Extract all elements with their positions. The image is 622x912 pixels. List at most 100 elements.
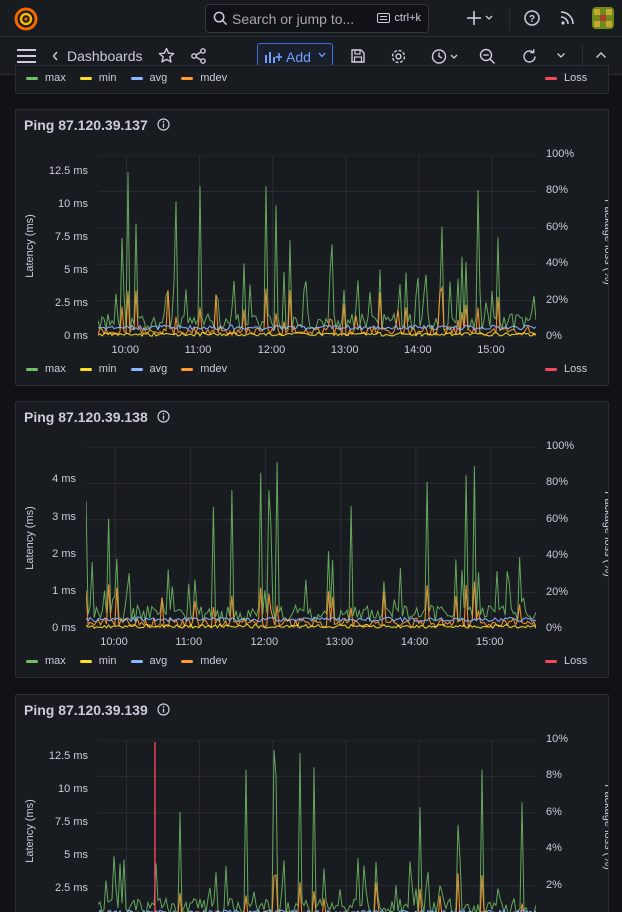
- legend-label-loss: Loss: [564, 655, 588, 667]
- search-placeholder: Search or jump to...: [232, 11, 355, 27]
- legend-item-max[interactable]: max: [26, 72, 66, 84]
- legend-item-loss[interactable]: Loss: [545, 72, 587, 84]
- refresh-icon[interactable]: [521, 48, 538, 65]
- help-icon[interactable]: ?: [523, 8, 541, 28]
- save-icon[interactable]: [350, 48, 366, 64]
- y-tick-label-right: 8%: [546, 769, 562, 782]
- chevron-left-icon: [52, 51, 58, 61]
- x-tick-label: 12:00: [250, 636, 279, 648]
- series-line-max: [98, 749, 536, 912]
- y-tick-label-right: 2%: [546, 878, 562, 891]
- y-tick-label-right: 60%: [546, 220, 569, 233]
- y-tick-label: 7.5 ms: [54, 815, 88, 828]
- legend-label-mdev: mdev: [200, 363, 228, 375]
- y-tick-label: 1 ms: [52, 584, 76, 597]
- info-icon[interactable]: [157, 410, 170, 423]
- legend-label-mdev: mdev: [200, 655, 228, 667]
- panel-title[interactable]: Ping 87.120.39.139: [24, 702, 148, 718]
- y-tick-label-right: 40%: [546, 549, 569, 562]
- legend-swatch: [545, 367, 557, 371]
- legend-item-loss[interactable]: Loss: [545, 363, 587, 375]
- legend-label-loss: Loss: [564, 363, 588, 375]
- svg-text:?: ?: [529, 14, 535, 25]
- y-tick-label: 12.5 ms: [48, 749, 88, 762]
- legend-swatch: [26, 659, 38, 663]
- latency-plot[interactable]: [98, 155, 536, 337]
- y-tick-label-right: 20%: [546, 585, 569, 598]
- legend-right: Loss: [545, 655, 587, 667]
- share-icon[interactable]: [190, 48, 207, 64]
- legend-right: Loss: [545, 363, 587, 375]
- legend-item-avg[interactable]: avg: [130, 655, 167, 667]
- legend-label-mdev: mdev: [200, 72, 228, 84]
- y-axis-label: Latency (ms): [24, 506, 36, 570]
- legend-swatch: [181, 367, 194, 371]
- y-tick-label: 5 ms: [64, 263, 88, 276]
- panel-title[interactable]: Ping 87.120.39.137: [24, 117, 148, 133]
- y-tick-label-right: 100%: [546, 440, 575, 452]
- y-tick-label: 2.5 ms: [54, 881, 88, 894]
- panel-ping-138: Ping 87.120.39.138 Latency (ms) Package lo…: [15, 401, 609, 678]
- y-tick-label: 3 ms: [52, 510, 76, 523]
- legend-label-loss: Loss: [564, 72, 588, 84]
- star-icon[interactable]: [158, 47, 175, 64]
- info-icon[interactable]: [157, 703, 170, 716]
- legend-label-avg: avg: [149, 72, 168, 84]
- legend-swatch: [26, 367, 38, 371]
- legend-item-min[interactable]: min: [79, 72, 117, 84]
- add-button[interactable]: Add: [257, 43, 333, 69]
- legend-item-min[interactable]: min: [79, 655, 117, 667]
- grafana-logo-icon[interactable]: [14, 7, 38, 31]
- breadcrumb-dashboards[interactable]: Dashboards: [67, 48, 143, 64]
- collapse-toolbar-icon[interactable]: [595, 51, 607, 59]
- legend-swatch: [130, 659, 143, 663]
- x-tick-label: 15:00: [477, 344, 505, 356]
- legend-swatch: [181, 659, 194, 663]
- legend-item-avg[interactable]: avg: [130, 72, 168, 84]
- legend-item-min[interactable]: min: [79, 363, 117, 375]
- legend-label-min: min: [98, 363, 117, 375]
- refresh-interval-chevron-icon[interactable]: [556, 52, 566, 59]
- legend-item-max[interactable]: max: [26, 655, 66, 667]
- panel-ping-139: Ping 87.120.39.139 Latency (ms) Package lo…: [15, 694, 609, 912]
- legend-label-min: min: [98, 72, 117, 84]
- legend-item-avg[interactable]: avg: [130, 363, 167, 375]
- legend-item-mdev[interactable]: mdev: [181, 655, 227, 667]
- info-icon[interactable]: [157, 118, 170, 131]
- legend-swatch: [130, 367, 143, 371]
- x-tick-label: 13:00: [330, 344, 359, 356]
- latency-plot[interactable]: [86, 447, 536, 629]
- y-tick-label-right: 80%: [546, 476, 569, 489]
- time-picker-icon[interactable]: [431, 48, 461, 65]
- y-tick-label: 0 ms: [64, 330, 88, 342]
- zoom-out-icon[interactable]: [479, 48, 496, 65]
- y-axis-label: Latency (ms): [24, 799, 36, 863]
- x-tick-label: 11:00: [184, 344, 212, 356]
- legend-item-max[interactable]: max: [26, 363, 66, 375]
- legend-swatch: [79, 659, 92, 663]
- x-tick-label: 12:00: [257, 344, 286, 356]
- y-tick-label-right: 0%: [546, 330, 562, 342]
- latency-plot[interactable]: [98, 740, 536, 912]
- menu-icon[interactable]: [17, 49, 36, 63]
- search-bar[interactable]: Search or jump to... ctrl+k: [205, 4, 429, 33]
- y-axis-label-right: Package loss (%): [602, 199, 609, 285]
- y-tick-label-right: 20%: [546, 293, 569, 306]
- panel-title[interactable]: Ping 87.120.39.138: [24, 409, 148, 425]
- legend-item-loss[interactable]: Loss: [545, 655, 587, 667]
- user-avatar[interactable]: [592, 7, 614, 29]
- y-tick-label: 2.5 ms: [54, 296, 88, 309]
- breadcrumb[interactable]: Dashboards: [52, 48, 143, 64]
- legend-item-mdev[interactable]: mdev: [181, 72, 227, 84]
- top-bar: Search or jump to... ctrl+k ?: [0, 0, 622, 37]
- y-tick-label: 5 ms: [64, 848, 88, 861]
- keyboard-icon: [377, 13, 391, 23]
- gear-icon[interactable]: [390, 48, 407, 65]
- plus-icon[interactable]: [466, 8, 496, 28]
- news-feed-icon[interactable]: [559, 8, 577, 28]
- series-line-mdev: [98, 285, 536, 337]
- y-tick-label-right: 4%: [546, 842, 562, 855]
- y-axis-label: Latency (ms): [24, 214, 36, 278]
- legend-previous: max min avg mdev: [26, 72, 241, 84]
- legend-item-mdev[interactable]: mdev: [181, 363, 227, 375]
